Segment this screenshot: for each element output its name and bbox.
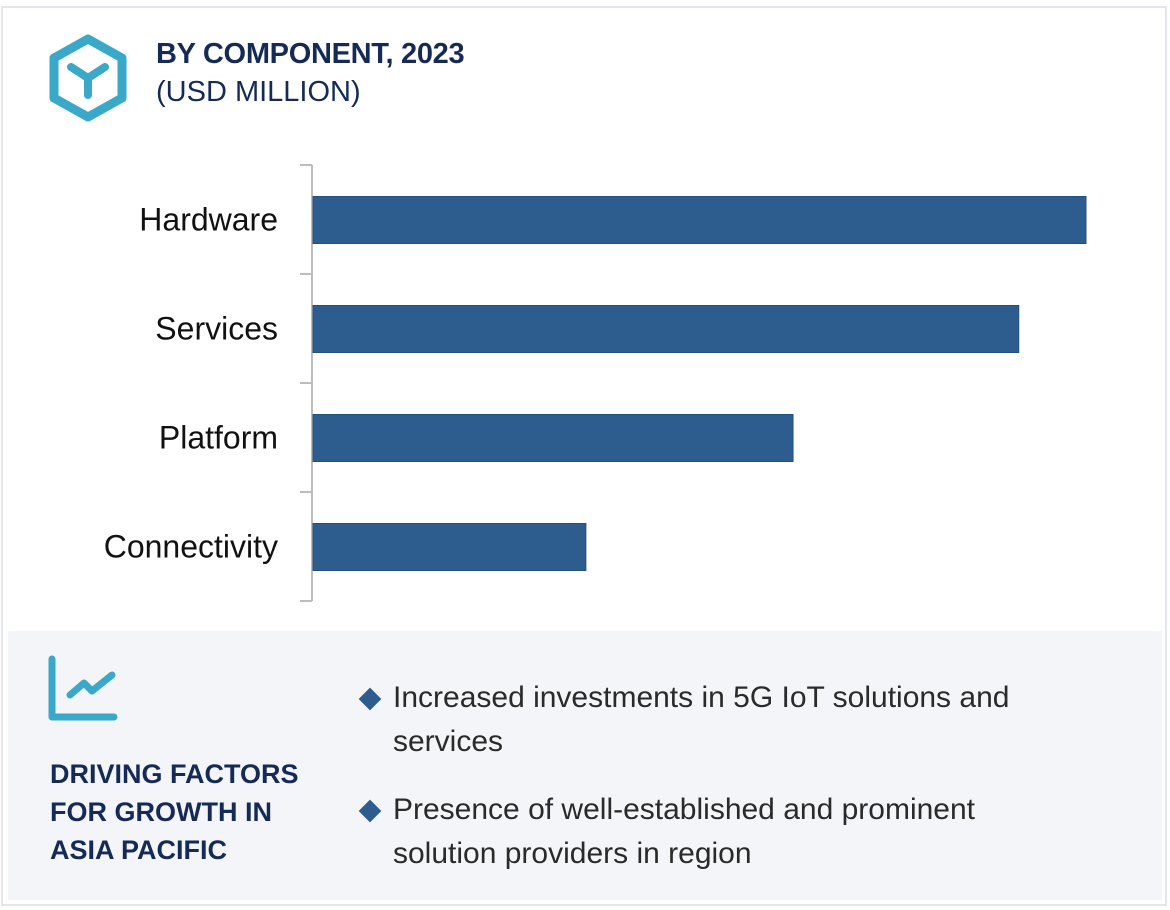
driving-factors-panel: [8, 631, 1162, 900]
driver-bullet: Presence of well-established and promine…: [358, 788, 1118, 876]
driver-text-line: Increased investments in 5G IoT solution…: [393, 681, 1010, 714]
chart-subtitle: (USD MILLION): [156, 76, 361, 108]
driving-factors-title-line: FOR GROWTH IN: [50, 797, 272, 827]
chart-title: BY COMPONENT, 2023: [156, 38, 465, 70]
category-label: Services: [155, 311, 278, 347]
bar-hardware: [312, 196, 1087, 244]
driver-text-line: solution providers in region: [393, 837, 752, 870]
category-label: Connectivity: [104, 529, 278, 565]
bar-platform: [312, 414, 794, 462]
category-label: Platform: [159, 420, 278, 456]
line-chart-trend-icon: [48, 655, 118, 721]
bar-services: [312, 305, 1020, 353]
driver-text-line: Presence of well-established and promine…: [393, 793, 975, 826]
category-label: Hardware: [139, 202, 278, 238]
hexagon-cube-icon: [49, 34, 127, 122]
bar-chart: Hardware Services Platform Connectivity: [104, 164, 1087, 602]
driving-factors-title-line: ASIA PACIFIC: [50, 835, 228, 865]
driver-bullet: Increased investments in 5G IoT solution…: [358, 676, 1118, 764]
bar-connectivity: [312, 523, 587, 571]
driver-text-line: services: [393, 725, 504, 758]
driving-factors-title: DRIVING FACTORS FOR GROWTH IN ASIA PACIF…: [50, 755, 320, 869]
driving-factors-title-line: DRIVING FACTORS: [50, 759, 299, 789]
